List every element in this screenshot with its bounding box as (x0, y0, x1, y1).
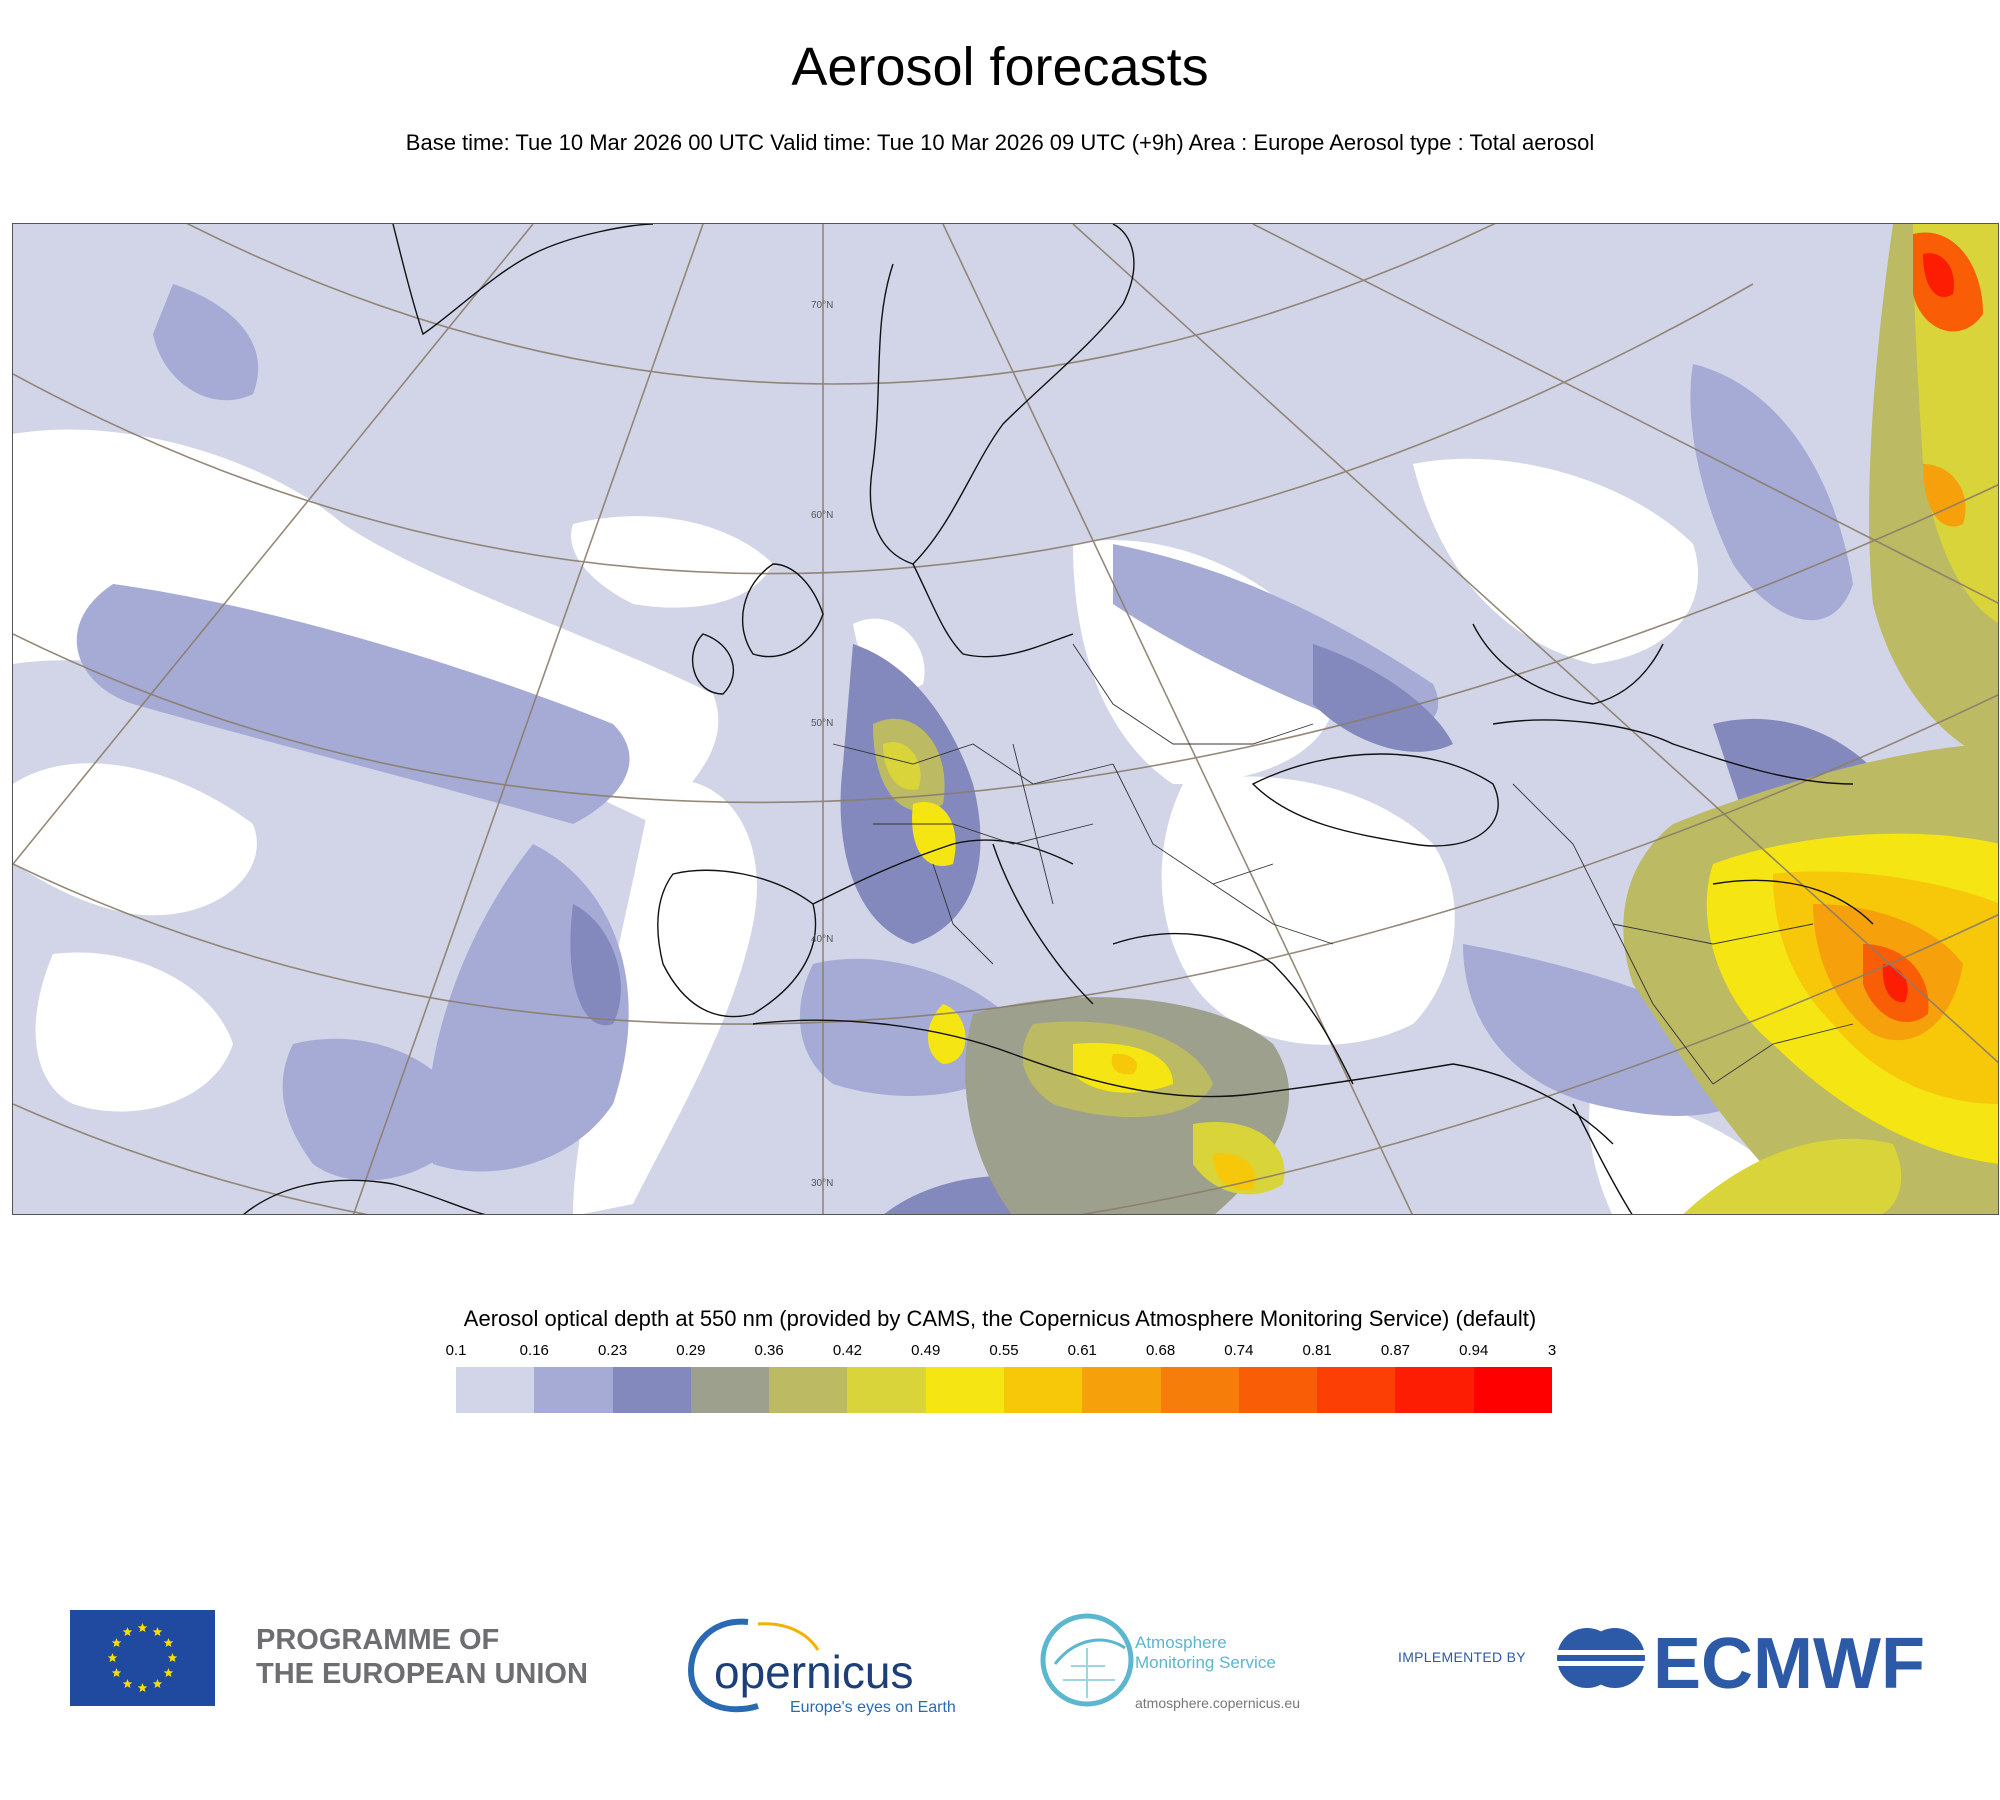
lat-label-30: 30°N (811, 1178, 833, 1189)
lat-label-70: 70°N (811, 300, 833, 311)
ecmwf-wordmark: ECMWF (1653, 1624, 1925, 1700)
forecast-subtitle: Base time: Tue 10 Mar 2026 00 UTC Valid … (405, 130, 1595, 155)
ecmwf-symbol-icon: ECMWF (1553, 1624, 1925, 1704)
eu-star-icon (163, 1638, 174, 1648)
colorbar-swatch (1160, 1367, 1239, 1413)
colorbar-swatch (456, 1367, 535, 1413)
copernicus-logo: opernicus Europe's eyes on Earth (678, 1610, 958, 1720)
graticule (13, 224, 1998, 1214)
colorbar-tick-label: 3 (1547, 1342, 1557, 1359)
aerosol-map: 70°N 60°N 50°N 40°N 30°N (12, 223, 1999, 1215)
copernicus-tagline: Europe's eyes on Earth (790, 1699, 956, 1716)
copernicus-swoosh-icon: opernicus Europe's eyes on Earth (688, 1618, 956, 1716)
eu-star-icon (122, 1627, 133, 1637)
legend-title: Aerosol optical depth at 550 nm (provide… (463, 1306, 1537, 1331)
colorbar-swatch (847, 1367, 926, 1413)
lat-label-50: 50°N (811, 718, 833, 729)
lat-label-60: 60°N (811, 510, 833, 521)
graticule-labels: 70°N 60°N 50°N 40°N 30°N (811, 300, 833, 1189)
country-borders (832, 643, 1854, 1085)
implemented-by-label: IMPLEMENTED BY (1398, 1649, 1526, 1665)
eu-text-line1: PROGRAMME OF (256, 1624, 500, 1656)
ecmwf-logo: ECMWF (1553, 1622, 1943, 1704)
colorbar-tick-label: 0.68 (1145, 1342, 1176, 1359)
eu-star-icon (137, 1623, 148, 1633)
colorbar-tick-label: 0.61 (1067, 1342, 1097, 1359)
coastlines (243, 224, 1874, 1214)
cams-logo: Atmosphere Monitoring Service atmosphere… (1035, 1608, 1335, 1720)
colorbar-ticks: 0.1 0.16 0.23 0.29 0.36 0.42 0.49 0.55 0.61 0.68 0… (446, 1342, 1557, 1362)
colorbar-tick-label: 0.55 (989, 1342, 1019, 1359)
cams-line1: Atmosphere (1135, 1633, 1227, 1652)
colorbar-tick-label: 0.16 (519, 1342, 549, 1359)
map-canvas: 70°N 60°N 50°N 40°N 30°N (13, 224, 1998, 1214)
lat-label-40: 40°N (811, 934, 833, 945)
page-title: Aerosol forecasts (791, 37, 1209, 97)
colorbar-swatch (1395, 1367, 1474, 1413)
cams-line2: Monitoring Service (1135, 1653, 1276, 1672)
colorbar-swatch (612, 1367, 691, 1413)
cams-globe-icon: Atmosphere Monitoring Service atmosphere… (1040, 1613, 1300, 1711)
colorbar-swatch (1238, 1367, 1318, 1413)
cams-url: atmosphere.copernicus.eu (1135, 1695, 1300, 1711)
eu-star-icon (152, 1627, 163, 1637)
eu-stars-icon (70, 1610, 215, 1706)
colorbar-swatch (1003, 1367, 1083, 1413)
colorbar-tick-label: 0.23 (597, 1342, 628, 1359)
colorbar-tick-label: 0.36 (754, 1342, 784, 1359)
eu-star-icon (167, 1653, 178, 1663)
copernicus-wordmark: opernicus (714, 1646, 913, 1698)
eastern-plume (1623, 224, 1998, 1214)
eu-star-icon (152, 1678, 163, 1689)
colorbar-tick-label: 0.29 (676, 1342, 706, 1359)
colorbar-swatch (534, 1367, 613, 1413)
colorbar-swatch (769, 1367, 848, 1413)
eu-star-icon (111, 1638, 122, 1648)
eu-flag-logo (70, 1610, 215, 1706)
eu-star-icon (122, 1678, 133, 1689)
eu-text-line2: THE EUROPEAN UNION (256, 1658, 588, 1690)
dust-plume-areas (873, 718, 1290, 1214)
colorbar-tick-label: 0.42 (832, 1342, 863, 1359)
eu-star-icon (137, 1683, 148, 1693)
colorbar (456, 1367, 1552, 1413)
colorbar-swatch (1082, 1367, 1161, 1413)
colorbar-swatch (690, 1367, 770, 1413)
eu-programme-text: PROGRAMME OF THE EUROPEAN UNION (256, 1623, 588, 1691)
colorbar-tick-label: 0.81 (1302, 1342, 1332, 1359)
eu-star-icon (107, 1653, 118, 1663)
colorbar-swatch (1473, 1367, 1552, 1413)
eu-star-icon (111, 1668, 122, 1678)
colorbar-tick-label: 0.49 (911, 1342, 941, 1359)
colorbar-swatch (925, 1367, 1004, 1413)
colorbar-tick-label: 0.1 (445, 1342, 467, 1359)
colorbar-tick-label: 0.74 (1224, 1342, 1254, 1359)
colorbar-swatch (1317, 1367, 1396, 1413)
colorbar-tick-label: 0.94 (1459, 1342, 1489, 1359)
medium-aerosol-areas (76, 284, 1853, 1181)
colorbar-tick-label: 0.87 (1380, 1342, 1411, 1359)
eu-star-icon (163, 1668, 174, 1678)
